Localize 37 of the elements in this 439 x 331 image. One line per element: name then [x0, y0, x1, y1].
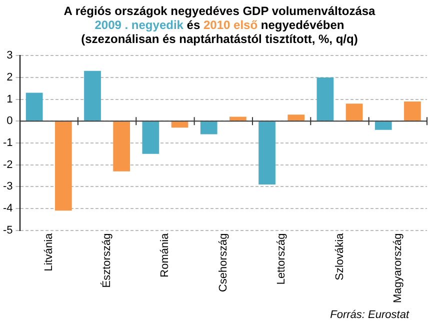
text: Forrás: Eurostat	[330, 309, 409, 321]
y-tick-label: 3	[6, 50, 13, 62]
bar	[142, 122, 160, 154]
bar	[316, 77, 334, 121]
text: negyedévében	[260, 18, 344, 32]
x-tick-label: Románia	[159, 232, 172, 278]
y-tick-label: -1	[3, 136, 13, 149]
y-tick-label: -3	[3, 180, 13, 193]
x-tick-label: Szlovákia	[334, 232, 346, 280]
y-tick-label: -2	[3, 158, 13, 171]
text: 2010 első	[204, 18, 258, 32]
y-tick-label: 1	[6, 93, 13, 106]
y-tick-label: -4	[3, 202, 13, 214]
bar	[404, 101, 421, 121]
bar	[26, 92, 43, 121]
chart-title: A régiós országok negyedéves GDP volumenváltozása	[64, 4, 376, 18]
x-tick-label: Lettország	[276, 233, 288, 285]
bar	[113, 122, 130, 172]
x-tick-label: Csehország	[217, 233, 230, 292]
x-tick-label: Észtország	[100, 233, 114, 288]
bar	[84, 70, 101, 121]
x-tick-label: Litvánia	[42, 232, 55, 272]
y-tick-label: 0	[6, 115, 13, 128]
y-tick-label: 2	[6, 71, 13, 84]
bar	[374, 122, 392, 130]
bar	[54, 122, 72, 211]
text: és	[186, 18, 200, 32]
y-tick-label: -5	[3, 224, 13, 236]
bar	[200, 122, 218, 134]
bar	[288, 114, 305, 121]
bar	[171, 122, 188, 128]
bar	[230, 116, 246, 121]
chart-subtitle: (szezonálisan és naptárhatástól tisztított, %, q/q)	[81, 32, 358, 46]
bar	[258, 122, 276, 184]
text: 2009 . negyedik	[94, 18, 184, 32]
bar	[346, 104, 363, 121]
x-tick-label: Magyarország	[392, 233, 404, 304]
